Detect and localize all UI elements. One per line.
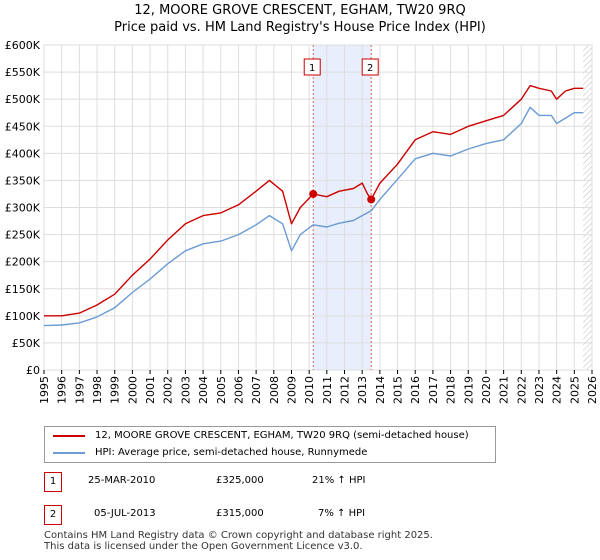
x-tick-label: 2022 bbox=[515, 376, 528, 404]
y-tick-label: £0 bbox=[26, 364, 40, 377]
y-tick-label: £350K bbox=[5, 174, 41, 187]
x-tick-label: 2012 bbox=[339, 376, 352, 404]
sale-label-box bbox=[303, 58, 321, 76]
x-tick-label: 2002 bbox=[162, 376, 175, 404]
x-tick-label: 2018 bbox=[445, 376, 458, 404]
transaction-price: £315,000 bbox=[216, 508, 264, 519]
sale-label-text: 1 bbox=[309, 63, 315, 74]
sale-point bbox=[309, 189, 318, 198]
y-tick-label: £300K bbox=[5, 202, 41, 215]
y-tick-label: £50K bbox=[12, 337, 41, 350]
x-tick-label: 2006 bbox=[232, 376, 245, 404]
legend-swatch-hpi bbox=[53, 452, 85, 454]
x-tick-label: 2023 bbox=[533, 376, 546, 404]
transaction-hpi: 7% ↑ HPI bbox=[318, 508, 366, 519]
y-tick-label: £450K bbox=[5, 120, 41, 133]
x-tick-label: 2010 bbox=[303, 376, 316, 404]
x-tick-label: 2009 bbox=[285, 376, 298, 404]
y-tick-label: £100K bbox=[5, 310, 41, 323]
x-tick-label: 1995 bbox=[38, 376, 51, 404]
sale-label-box bbox=[361, 58, 379, 76]
y-tick-label: £500K bbox=[5, 93, 41, 106]
transaction-price: £325,000 bbox=[216, 475, 264, 486]
x-tick-label: 2013 bbox=[356, 376, 369, 404]
x-tick-label: 1999 bbox=[109, 376, 122, 404]
x-tick-label: 2008 bbox=[268, 376, 281, 404]
transaction-date: 25-MAR-2010 bbox=[88, 475, 156, 486]
y-tick-label: £250K bbox=[5, 229, 41, 242]
footer: Contains HM Land Registry data © Crown c… bbox=[44, 530, 433, 552]
y-tick-label: £550K bbox=[5, 66, 41, 79]
series-line-property bbox=[44, 84, 584, 317]
x-tick-label: 2005 bbox=[215, 376, 228, 404]
x-tick-label: 2026 bbox=[586, 376, 599, 404]
x-tick-label: 2014 bbox=[374, 376, 387, 404]
transaction-marker: 2 bbox=[44, 505, 62, 525]
x-tick-label: 2019 bbox=[462, 376, 475, 404]
x-tick-label: 2001 bbox=[144, 376, 157, 404]
transaction-date: 05-JUL-2013 bbox=[94, 508, 156, 519]
price-chart: £0 £50K £100K £150K £200K £250K £300K £350K £400… bbox=[5, 39, 599, 404]
x-tick-label: 2004 bbox=[197, 376, 210, 404]
chart-subtitle: Price paid vs. HM Land Registry's House … bbox=[114, 20, 486, 35]
x-tick-label: 2016 bbox=[409, 376, 422, 404]
footer-copyright: Contains HM Land Registry data © Crown c… bbox=[44, 530, 433, 541]
x-tick-label: 2017 bbox=[427, 376, 440, 404]
x-tick-label: 2025 bbox=[568, 376, 581, 404]
y-tick-label: £400K bbox=[5, 147, 41, 160]
sale-point bbox=[367, 195, 376, 204]
y-tick-label: £150K bbox=[5, 283, 41, 296]
x-tick-label: 2007 bbox=[250, 376, 263, 404]
x-tick-label: 2000 bbox=[126, 376, 139, 404]
x-tick-label: 1997 bbox=[73, 376, 86, 404]
x-tick-label: 1996 bbox=[56, 376, 69, 404]
chart-title: 12, MOORE GROVE CRESCENT, EGHAM, TW20 9R… bbox=[134, 3, 466, 18]
series-line-hpi bbox=[43, 106, 584, 327]
y-tick-label: £600K bbox=[5, 39, 41, 52]
x-tick-label: 2015 bbox=[392, 376, 405, 404]
x-tick-label: 2024 bbox=[551, 376, 564, 404]
footer-licence: This data is licensed under the Open Gov… bbox=[44, 541, 363, 552]
x-tick-label: 2021 bbox=[498, 376, 511, 404]
legend-label-hpi: HPI: Average price, semi-detached house,… bbox=[95, 447, 368, 458]
transaction-marker: 1 bbox=[44, 472, 62, 492]
legend: 12, MOORE GROVE CRESCENT, EGHAM, TW20 9R… bbox=[44, 426, 496, 463]
x-tick-label: 2020 bbox=[480, 376, 493, 404]
x-tick-label: 1998 bbox=[91, 376, 104, 404]
legend-label-property: 12, MOORE GROVE CRESCENT, EGHAM, TW20 9R… bbox=[95, 430, 469, 441]
sale-label-text: 2 bbox=[367, 63, 373, 74]
transaction-hpi: 21% ↑ HPI bbox=[312, 475, 366, 486]
x-tick-label: 2003 bbox=[179, 376, 192, 404]
x-tick-label: 2011 bbox=[321, 376, 334, 404]
y-tick-label: £200K bbox=[5, 256, 41, 269]
legend-swatch-property bbox=[53, 435, 85, 437]
